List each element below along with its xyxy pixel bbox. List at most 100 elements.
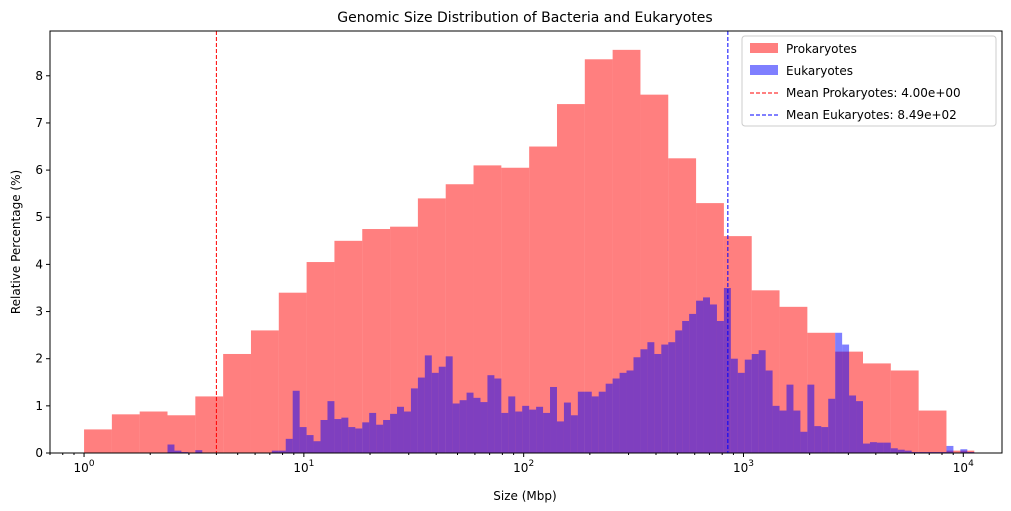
histogram-bar-eukaryotes (459, 400, 467, 453)
histogram-bar-eukaryotes (863, 443, 870, 453)
histogram-bar-prokaryotes (195, 396, 224, 453)
histogram-bar-eukaryotes (904, 450, 912, 453)
histogram-bar-prokaryotes (139, 411, 168, 453)
histogram-bar-eukaryotes (550, 386, 557, 453)
legend-label: Mean Prokaryotes: 4.00e+00 (786, 86, 961, 100)
histogram-bar-eukaryotes (772, 405, 780, 453)
histogram-bar-eukaryotes (737, 372, 745, 453)
histogram-bar-eukaryotes (765, 370, 773, 453)
histogram-bar-eukaryotes (494, 378, 502, 453)
histogram-bar-eukaryotes (633, 357, 641, 453)
histogram-bar-eukaryotes (869, 442, 877, 453)
chart-title: Genomic Size Distribution of Bacteria an… (337, 10, 712, 26)
histogram-bar-eukaryotes (675, 330, 683, 453)
x-tick-label: 102 (513, 459, 534, 475)
histogram-bar-eukaryotes (543, 412, 551, 453)
histogram-bar-eukaryotes (779, 410, 787, 453)
x-tick-label: 104 (953, 459, 974, 475)
chart-legend: Prokaryotes Eukaryotes Mean Prokaryotes: 4… (741, 35, 997, 127)
y-tick-label: 7 (35, 116, 43, 130)
histogram-bar-eukaryotes (390, 413, 398, 453)
histogram-bar-eukaryotes (508, 396, 516, 453)
histogram-bar-eukaryotes (174, 450, 182, 453)
plot-frame (49, 30, 1003, 454)
histogram-bar-eukaryotes (452, 403, 460, 453)
histogram-bar-eukaryotes (570, 415, 578, 453)
y-axis-label: Relative Percentage (%) (9, 170, 23, 314)
histogram-bar-eukaryotes (285, 438, 293, 453)
y-tick-label: 2 (35, 352, 43, 366)
legend-box (741, 35, 997, 127)
histogram-bar-prokaryotes (250, 330, 279, 453)
histogram-bar-eukaryotes (751, 353, 759, 453)
histogram-bar-eukaryotes (591, 396, 599, 453)
histogram-bar-eukaryotes (793, 410, 801, 453)
histogram-bar-eukaryotes (306, 435, 314, 453)
histogram-bar-prokaryotes (863, 363, 891, 453)
histogram-bar-eukaryotes (744, 359, 752, 453)
histogram-bar-eukaryotes (431, 372, 439, 453)
histogram-bar-eukaryotes (883, 442, 891, 453)
histogram-bar-eukaryotes (334, 419, 342, 453)
histogram-bar-eukaryotes (369, 412, 377, 453)
histogram-bar-eukaryotes (473, 397, 481, 453)
histogram-bar-eukaryotes (536, 406, 544, 453)
y-tick-label: 4 (35, 257, 43, 271)
histogram-bar-eukaryotes (856, 401, 863, 453)
histogram-bar-eukaryotes (709, 304, 717, 453)
histogram-bar-prokaryotes (362, 229, 391, 453)
histogram-bar-prokaryotes (223, 353, 251, 453)
y-tick-label: 6 (35, 163, 43, 177)
histogram-bar-eukaryotes (876, 442, 884, 453)
legend-swatch-eukaryotes (750, 65, 778, 75)
histogram-bar-eukaryotes (647, 342, 655, 453)
histogram-bar-eukaryotes (890, 448, 898, 453)
histogram-bar-eukaryotes (897, 449, 905, 453)
histogram-bar-eukaryotes (299, 427, 307, 453)
histogram-bar-eukaryotes (842, 344, 850, 453)
histogram-bar-eukaryotes (376, 424, 384, 453)
histogram-bar-eukaryotes (487, 375, 495, 453)
histogram-bar-eukaryotes (397, 406, 404, 453)
histogram-bar-eukaryotes (362, 422, 370, 453)
x-tick-label: 101 (293, 459, 314, 475)
x-tick-label: 100 (74, 459, 95, 475)
y-tick-label: 1 (35, 399, 43, 413)
histogram-bar-eukaryotes (410, 388, 418, 453)
legend-swatch-prokaryotes (750, 43, 778, 53)
histogram-bar-eukaryotes (584, 391, 592, 453)
histogram-bar-eukaryotes (167, 444, 175, 453)
histogram-bar-eukaryotes (313, 441, 321, 453)
histogram-bar-eukaryotes (703, 297, 710, 453)
y-tick-label: 5 (35, 210, 43, 224)
histogram-bar-eukaryotes (946, 445, 954, 453)
histogram-bar-eukaryotes (417, 377, 425, 453)
histogram-bar-eukaryotes (814, 426, 822, 453)
histogram-bar-eukaryotes (661, 344, 669, 453)
mean-lines (215, 31, 729, 453)
y-tick-label: 8 (35, 69, 43, 83)
histogram-bar-eukaryotes (522, 405, 530, 453)
histogram-bar-prokaryotes (890, 370, 919, 453)
histogram-bar-eukaryotes (403, 411, 411, 453)
legend-label: Mean Eukaryotes: 8.49e+02 (786, 108, 957, 122)
histogram-bar-eukaryotes (807, 384, 815, 453)
histogram-bar-eukaryotes (696, 300, 704, 453)
histogram-bar-eukaryotes (195, 450, 203, 453)
histogram-bar-eukaryotes (556, 421, 564, 453)
x-axis-ticks: 100 101 102 103 104 (49, 453, 974, 475)
histogram-bar-eukaryotes (320, 419, 328, 453)
histogram-bar-eukaryotes (563, 402, 571, 453)
histogram-bar-eukaryotes (716, 320, 724, 453)
histogram-bar-eukaryotes (689, 313, 697, 453)
histogram-bar-eukaryotes (786, 384, 794, 453)
histogram-bar-eukaryotes (960, 449, 968, 453)
y-tick-label: 0 (35, 446, 43, 460)
histogram-bar-eukaryotes (730, 358, 738, 453)
legend-label: Eukaryotes (786, 64, 853, 78)
histogram-bar-eukaryotes (619, 372, 627, 453)
histogram-bar-eukaryotes (383, 419, 391, 453)
histogram-bar-eukaryotes (438, 366, 446, 453)
histogram-bar-prokaryotes (111, 414, 140, 453)
